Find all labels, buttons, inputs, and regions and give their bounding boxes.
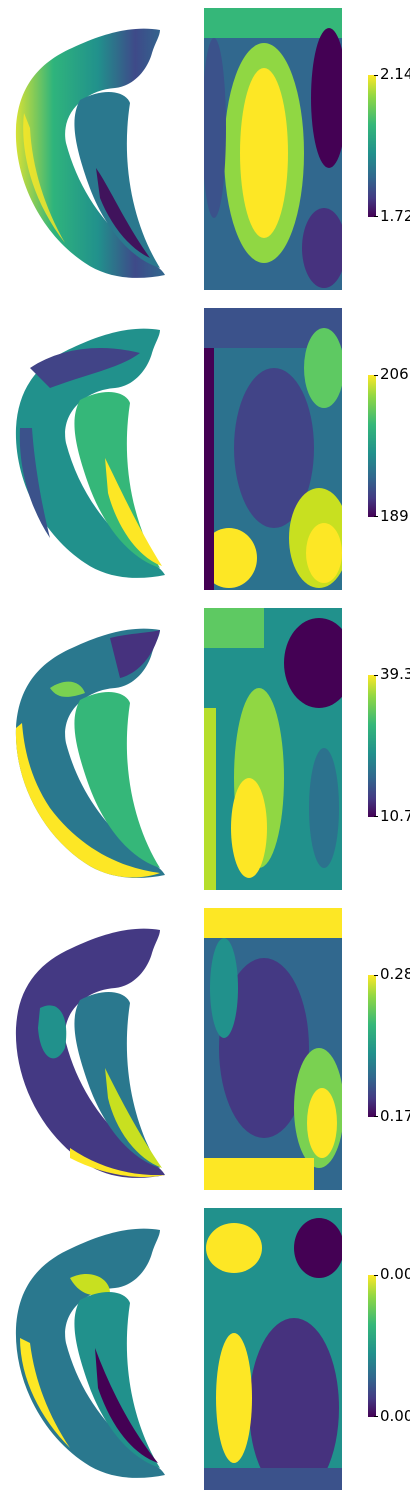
hippocampus-surface-4 [10, 918, 170, 1188]
colorbar-min-label: 10.7 [380, 809, 410, 824]
colorbar-3 [368, 675, 376, 817]
colorbar-min-tick [374, 216, 378, 217]
colorbar-4 [368, 975, 376, 1117]
flatmap-5 [204, 1208, 342, 1490]
flatmap-1 [204, 8, 342, 290]
colorbar-min-tick [374, 816, 378, 817]
panel-row-3: 39.3 10.7 [0, 600, 410, 900]
colorbar-max-tick [374, 375, 378, 376]
flatmap-2 [204, 308, 342, 590]
colorbar-max-label: 206 [380, 367, 409, 382]
colorbar-max-tick [374, 975, 378, 976]
colorbar-min-label: 189 [380, 509, 409, 524]
colorbar-max-label: 0.00 [380, 1267, 410, 1282]
panel-row-4: 0.28 0.17 [0, 900, 410, 1200]
panel-row-5: 0.00 0.00 [0, 1200, 410, 1500]
panel-row-1: 2.14 1.72 [0, 0, 410, 300]
colorbar-2 [368, 375, 376, 517]
hippocampus-surface-3 [10, 618, 170, 888]
flatmap-4 [204, 908, 342, 1190]
panel-row-2: 206 189 [0, 300, 410, 600]
colorbar-min-label: 1.72 [380, 209, 410, 224]
colorbar-max-label: 39.3 [380, 667, 410, 682]
colorbar-min-tick [374, 1116, 378, 1117]
hippocampus-surface-2 [10, 318, 170, 588]
flatmap-3 [204, 608, 342, 890]
colorbar-5 [368, 1275, 376, 1417]
hippocampus-surface-5 [10, 1218, 170, 1488]
hippocampus-surface-1 [10, 18, 170, 288]
colorbar-1 [368, 75, 376, 217]
colorbar-min-tick [374, 516, 378, 517]
colorbar-max-tick [374, 75, 378, 76]
colorbar-max-label: 0.28 [380, 967, 410, 982]
colorbar-min-tick [374, 1416, 378, 1417]
colorbar-min-label: 0.17 [380, 1109, 410, 1124]
colorbar-max-tick [374, 675, 378, 676]
colorbar-min-label: 0.00 [380, 1409, 410, 1424]
colorbar-max-tick [374, 1275, 378, 1276]
colorbar-max-label: 2.14 [380, 67, 410, 82]
